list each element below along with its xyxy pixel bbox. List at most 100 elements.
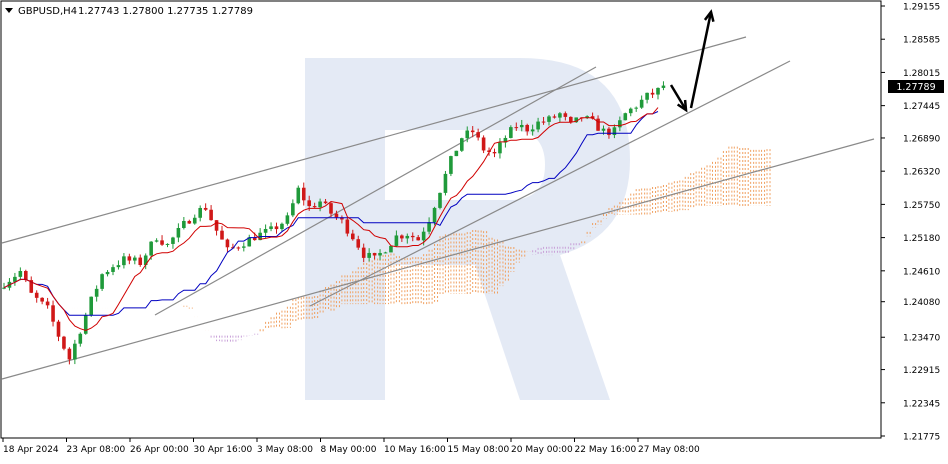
x-tick-label: 27 May 08:00 <box>638 445 700 455</box>
x-tick-label: 8 May 00:00 <box>321 445 377 455</box>
candle <box>410 232 415 242</box>
channel-line <box>1 36 747 244</box>
candle <box>242 242 246 252</box>
candle <box>318 198 322 212</box>
candle <box>356 235 361 250</box>
candle <box>24 269 28 283</box>
candle <box>400 234 404 242</box>
candle <box>525 123 529 136</box>
up-arrow <box>689 9 715 109</box>
candle <box>78 332 83 347</box>
candle <box>56 319 61 342</box>
x-tick-label: 22 May 16:00 <box>575 445 637 455</box>
current-price-tag: 1.27789 <box>888 80 944 93</box>
candle <box>171 236 175 249</box>
candle <box>111 264 115 276</box>
x-tick-label: 3 May 08:00 <box>257 445 313 455</box>
candle <box>133 255 137 265</box>
candle <box>247 234 252 247</box>
y-tick-label: 1.27445 <box>903 102 940 112</box>
candle <box>34 290 39 303</box>
candle <box>645 92 649 104</box>
candle <box>2 282 6 290</box>
time-axis: 18 Apr 2024 23 Apr 08:00 26 Apr 00:00 30 Ap… <box>2 438 700 455</box>
candle <box>192 214 197 225</box>
candle <box>165 243 170 248</box>
candle <box>280 222 284 232</box>
watermark-logo <box>305 58 630 400</box>
candle <box>13 272 17 286</box>
candle <box>438 192 442 210</box>
price-axis: 1.29155 1.28585 1.28015 1.27445 1.26890 1.263… <box>881 3 940 443</box>
candle <box>416 234 420 241</box>
candle <box>29 276 34 294</box>
candle <box>51 300 55 327</box>
candle <box>650 88 655 99</box>
channel-line <box>1 138 875 380</box>
candle <box>182 216 186 230</box>
candle <box>563 111 568 121</box>
dropdown-triangle-icon[interactable] <box>5 8 13 13</box>
candle <box>443 170 448 196</box>
candle <box>432 206 437 226</box>
candle <box>263 224 268 238</box>
y-tick-label: 1.23470 <box>903 334 940 344</box>
symbol-timeframe: GBPUSD,H4 <box>18 6 77 17</box>
candle <box>481 135 486 154</box>
candle <box>541 116 546 125</box>
y-tick-label: 1.26320 <box>903 168 940 178</box>
candle <box>389 245 393 253</box>
candles <box>2 81 666 365</box>
candle <box>94 285 99 302</box>
candle <box>122 253 126 269</box>
y-tick-label: 1.22345 <box>903 399 940 409</box>
candle <box>476 128 480 141</box>
x-tick-label: 23 Apr 08:00 <box>67 445 126 455</box>
candle <box>361 243 366 263</box>
candle <box>498 138 502 159</box>
y-tick-label: 1.25750 <box>903 201 940 211</box>
candle <box>138 254 143 267</box>
candle <box>18 267 23 281</box>
current-price-label: 1.27789 <box>896 82 935 93</box>
candle <box>160 235 164 246</box>
candle <box>334 210 339 220</box>
candle <box>558 112 562 123</box>
candle <box>198 205 202 222</box>
candle <box>154 238 159 243</box>
candle <box>329 202 333 218</box>
candle <box>203 203 208 211</box>
down-arrow <box>669 84 688 113</box>
indicator-lines <box>3 107 659 332</box>
candle <box>220 225 224 240</box>
y-tick-label: 1.24610 <box>903 267 940 277</box>
candle <box>176 223 181 243</box>
candle <box>628 107 633 117</box>
candle <box>547 115 551 126</box>
candle <box>291 199 295 218</box>
candle <box>127 253 132 265</box>
candle <box>492 148 497 158</box>
candle <box>209 205 213 221</box>
candle <box>323 198 328 205</box>
candle <box>585 115 589 120</box>
candle <box>378 249 382 261</box>
y-tick-label: 1.21775 <box>903 433 940 443</box>
candle <box>45 297 50 309</box>
candle <box>661 81 666 91</box>
candle <box>449 155 453 177</box>
candle <box>623 112 628 121</box>
candle <box>225 238 230 253</box>
candle <box>301 182 306 206</box>
tenkan-line <box>3 107 659 332</box>
candle <box>405 233 410 244</box>
candle <box>62 335 66 351</box>
candle <box>465 126 470 143</box>
candle <box>372 252 377 260</box>
x-tick-label: 18 Apr 2024 <box>3 445 59 455</box>
candle <box>73 339 77 365</box>
y-tick-label: 1.22915 <box>903 366 940 376</box>
trend-channels <box>1 36 875 380</box>
candle <box>552 114 557 119</box>
